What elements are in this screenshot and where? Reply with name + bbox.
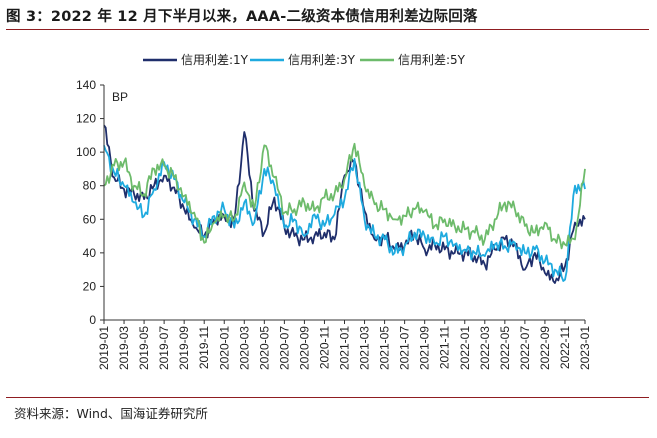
series-line-2 [103,145,586,282]
x-tick-label: 2021-01 [338,326,352,370]
x-tick-label: 2022-01 [458,326,472,370]
x-tick-label: 2020-05 [257,326,271,370]
x-tick-label: 2022-05 [498,326,512,370]
y-tick-label: 40 [83,246,97,260]
x-tick-label: 2022-11 [558,326,572,369]
y-tick-label: 120 [76,112,96,126]
series-line-3 [103,142,586,250]
legend-label-1: 信用利差:1Y [181,53,249,67]
x-tick-label: 2022-09 [538,326,552,370]
x-tick-label: 2019-11 [197,326,211,369]
x-tick-label: 2020-09 [297,326,311,370]
x-tick-label: 2021-03 [358,326,372,370]
x-tick-label: 2021-09 [418,326,432,370]
y-tick-label: 60 [83,212,97,226]
x-tick-label: 2021-07 [398,326,412,370]
figure-title: 图 3：2022 年 12 月下半月以来，AAA-二级资本债信用利差边际回落 [6,9,478,25]
x-tick-label: 2019-01 [97,326,111,370]
legend-label-3: 信用利差:5Y [398,53,466,67]
x-tick-label: 2022-03 [478,326,492,370]
title-divider [6,29,649,30]
source-note: 资料来源：Wind、国海证券研究所 [14,406,208,421]
y-tick-label: 0 [89,313,96,327]
x-tick-label: 2019-07 [157,326,171,370]
x-tick-label: 2020-07 [277,326,291,370]
y-tick-label: 80 [83,179,97,193]
y-axis-unit-label: BP [112,90,128,104]
chart-legend: 信用利差:1Y 信用利差:3Y 信用利差:5Y [143,53,466,67]
y-tick-label: 140 [76,78,96,92]
chart-axes: 0 20 40 60 80 100 120 140 2019-01 2019-03 2019-05 2… [76,78,592,370]
x-tick-label: 2019-09 [177,326,191,370]
legend-label-2: 信用利差:3Y [288,53,356,67]
x-tick-label: 2020-11 [317,326,331,369]
series-line-1 [103,124,586,285]
x-tick-label: 2020-03 [237,326,251,370]
source-divider [6,397,649,398]
chart-series [103,124,586,285]
x-tick-label: 2021-11 [438,326,452,369]
y-tick-label: 20 [83,279,97,293]
x-tick-label: 2023-01 [578,326,592,370]
x-tick-label: 2022-07 [518,326,532,370]
x-tick-label: 2021-05 [378,326,392,370]
y-tick-label: 100 [76,145,96,159]
x-tick-label: 2019-03 [117,326,131,370]
x-tick-label: 2020-01 [217,326,231,370]
x-tick-label: 2019-05 [137,326,151,370]
